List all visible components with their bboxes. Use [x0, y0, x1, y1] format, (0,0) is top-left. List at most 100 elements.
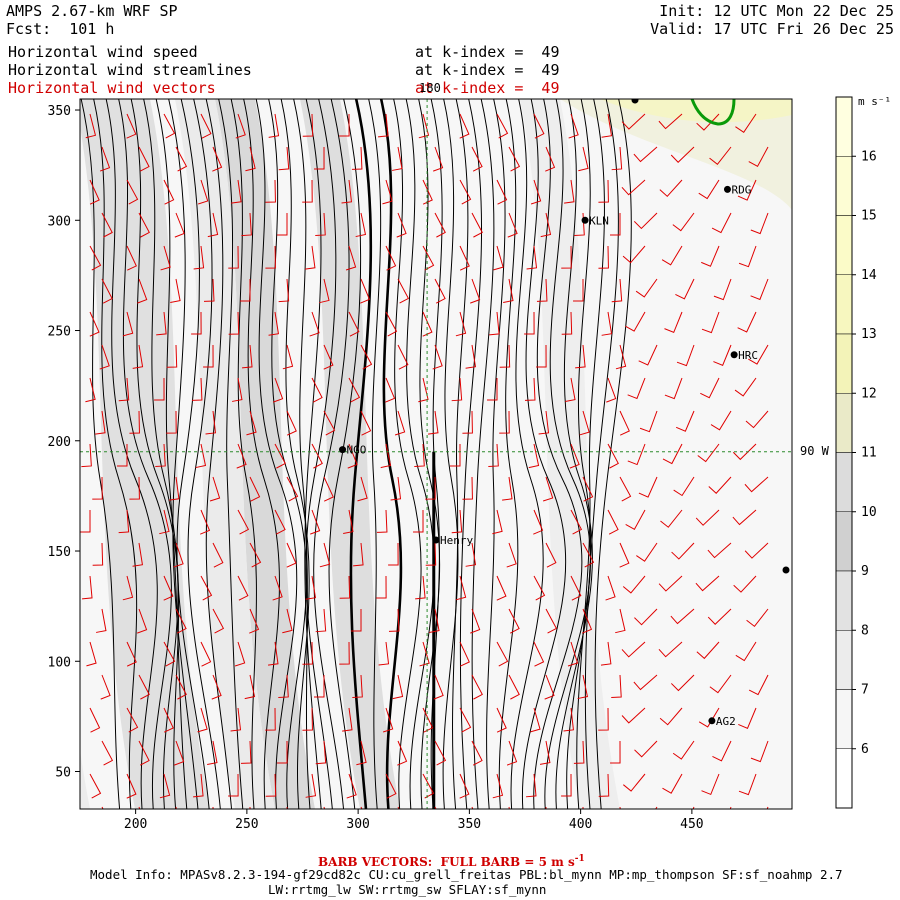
streamline [544, 99, 591, 809]
streamline [293, 99, 311, 809]
wind-barb [311, 377, 323, 403]
wind-barb [622, 575, 646, 594]
wind-barb [193, 773, 204, 798]
wind-barb [563, 179, 575, 204]
y-tick-label: 100 [48, 655, 71, 670]
barb-note: BARB VECTORS: FULL BARB = 5 m s-1 [318, 850, 585, 871]
wind-barb [302, 113, 314, 137]
wind-barb [627, 443, 646, 466]
y-tick-label: 300 [48, 214, 71, 229]
wind-barb [277, 213, 288, 236]
streamline [471, 99, 495, 809]
wind-barb [422, 311, 433, 337]
wind-barb [418, 377, 429, 403]
barb-note-text: BARB VECTORS: FULL BARB = 5 m s [318, 855, 575, 869]
wind-barb [138, 212, 150, 238]
wind-barb [385, 773, 397, 799]
wind-barb [670, 608, 695, 625]
wind-barb [634, 608, 658, 626]
streamline [187, 99, 221, 809]
streamline [328, 99, 362, 809]
streamline [576, 99, 605, 809]
wind-barb [92, 476, 103, 500]
wind-barb [433, 146, 444, 172]
streamline [442, 99, 459, 809]
wind-barb [623, 773, 646, 792]
wind-barb [265, 707, 276, 731]
colorbar-swatch [835, 96, 853, 157]
wind-barb [323, 476, 334, 502]
station-dot [708, 717, 716, 725]
wind-barb [508, 146, 521, 172]
wind-barb [425, 476, 436, 500]
wind-barb [126, 641, 137, 667]
wind-barb [601, 113, 613, 138]
plot-frame [79, 98, 793, 810]
wind-barb [355, 212, 367, 238]
wind-barb [619, 542, 630, 568]
wind-barb [99, 344, 110, 370]
field-label-speed: Horizontal wind speed [8, 43, 198, 61]
station-label: HRC [738, 349, 758, 362]
wind-barb [611, 278, 623, 303]
wind-barb [378, 641, 390, 666]
wind-barb [191, 311, 202, 335]
wind-barb [245, 146, 256, 172]
wind-barb [397, 278, 410, 304]
wind-barb [611, 674, 622, 699]
wind-barb [533, 641, 545, 667]
wind-barb [607, 509, 619, 535]
streamline [393, 99, 422, 809]
wind-barb [598, 245, 609, 269]
streamline [243, 99, 280, 809]
wind-barb [170, 278, 181, 303]
wind-barb [625, 311, 646, 332]
wind-barb [744, 476, 769, 493]
wind-barb [734, 377, 757, 397]
wind-barb [249, 476, 261, 502]
wind-barb [203, 344, 214, 368]
streamline [486, 99, 506, 809]
wind-barb [154, 377, 165, 401]
wind-barb [744, 542, 769, 559]
station-dot [339, 446, 347, 454]
wind-barb [425, 542, 437, 566]
wind-barb [508, 806, 510, 809]
wind-barb [711, 212, 732, 234]
wind-barb [212, 146, 223, 172]
wind-barb [246, 410, 257, 436]
wind-barb [286, 476, 299, 502]
wind-barb [713, 278, 732, 301]
streamline [510, 99, 544, 809]
station-dot-edge [782, 566, 790, 574]
streamline [93, 99, 138, 809]
wind-barb [394, 410, 406, 436]
wind-barb [619, 476, 632, 502]
wind-barb [195, 443, 207, 469]
wind-barb [619, 410, 630, 436]
wind-barb [698, 179, 720, 200]
wind-barb [315, 608, 327, 633]
wind-barb [168, 476, 180, 501]
speed-band [175, 99, 275, 809]
wind-barb [385, 377, 396, 403]
streamline [521, 99, 567, 809]
meridian-label: 180 [419, 81, 441, 95]
wind-barb [272, 575, 283, 601]
wind-barb [506, 740, 518, 766]
x-axis-ticks: 200 250 300 350 400 450 [124, 809, 704, 832]
wind-barb [126, 179, 139, 205]
streamline [566, 99, 592, 809]
wind-barb [636, 542, 658, 562]
wind-barb [567, 641, 579, 667]
wind-barb [633, 674, 658, 691]
x-tick-label: 250 [235, 817, 258, 832]
wind-barb [670, 146, 695, 163]
field-level-streamlines: at k-index = 49 [415, 61, 560, 79]
wind-barb [701, 311, 720, 334]
wind-barb [343, 509, 354, 534]
speed-band [520, 99, 620, 809]
wind-barb [658, 641, 683, 658]
wind-barb [748, 674, 769, 696]
wind-barb [459, 773, 470, 799]
